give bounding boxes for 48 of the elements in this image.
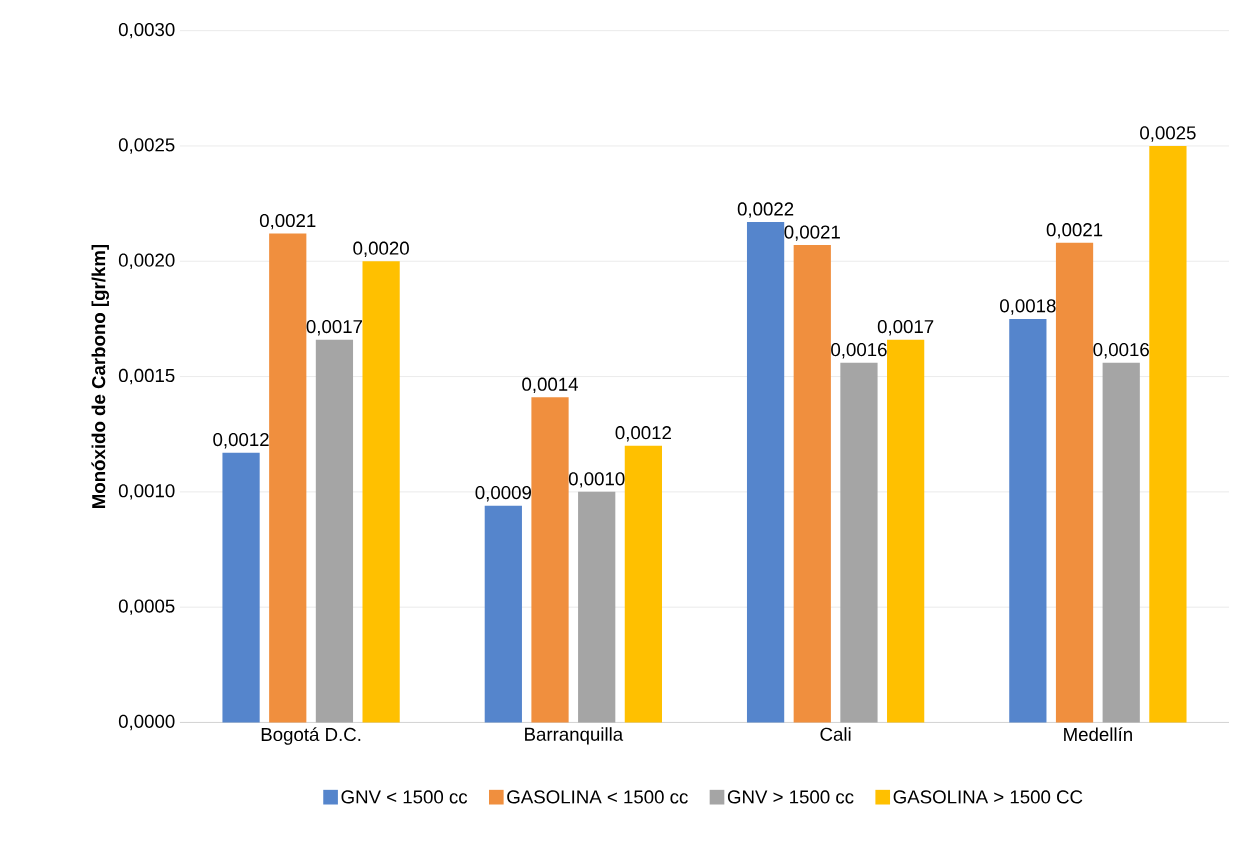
bar xyxy=(1009,319,1047,723)
bar xyxy=(746,222,785,723)
x-tick-label: Barranquilla xyxy=(525,727,624,745)
x-tick-label: Cali xyxy=(820,727,851,741)
bar xyxy=(531,397,569,723)
bar xyxy=(1102,362,1140,723)
y-tick-label: 0,0015 xyxy=(118,368,175,385)
bar xyxy=(1055,242,1094,723)
bar xyxy=(793,245,831,723)
data-label: 0,0021 xyxy=(259,214,316,230)
data-label: 0,0014 xyxy=(522,377,578,394)
data-label: 0,0012 xyxy=(213,433,269,449)
bar xyxy=(887,339,925,723)
bar xyxy=(624,445,662,723)
data-label: 0,0012 xyxy=(615,426,671,442)
y-tick-label: 0,0030 xyxy=(118,23,175,39)
legend-label: GNV > 1500 cc xyxy=(727,790,854,804)
data-label: 0,0021 xyxy=(1046,223,1103,239)
y-tick-label: 0,0000 xyxy=(118,714,175,731)
y-axis-title: Monóxido de Carbono [gr/km] xyxy=(91,245,110,509)
legend-label: GASOLINA < 1500 cc xyxy=(507,790,688,804)
data-label: 0,0021 xyxy=(784,225,840,241)
bar xyxy=(222,452,260,723)
legend-label: GNV < 1500 cc xyxy=(341,790,468,804)
data-label: 0,0010 xyxy=(568,472,625,488)
data-label: 0,0025 xyxy=(1140,126,1196,142)
bar xyxy=(484,505,522,723)
data-label: 0,0017 xyxy=(877,320,934,336)
y-tick-label: 0,0025 xyxy=(118,138,175,154)
y-tick-label: 0,0005 xyxy=(118,599,175,615)
x-tick-label: Bogotá D.C. xyxy=(261,727,361,745)
legend-label: GASOLINA > 1500 CC xyxy=(893,790,1083,804)
data-label: 0,0016 xyxy=(1093,343,1149,359)
data-label: 0,0022 xyxy=(737,202,794,218)
data-label: 0,0017 xyxy=(306,320,363,336)
bar xyxy=(840,362,878,723)
x-tick-label: Medellín xyxy=(1064,727,1132,742)
bar xyxy=(1149,146,1187,723)
data-label: 0,0020 xyxy=(353,241,409,258)
bar xyxy=(578,491,616,723)
bar xyxy=(315,339,354,723)
data-label: 0,0018 xyxy=(1000,299,1056,315)
bar xyxy=(362,261,400,723)
y-tick-label: 0,0020 xyxy=(118,253,175,270)
bar xyxy=(269,233,307,723)
data-label: 0,0016 xyxy=(831,343,887,359)
data-label: 0,0009 xyxy=(475,486,531,502)
y-tick-label: 0,0010 xyxy=(118,484,175,500)
